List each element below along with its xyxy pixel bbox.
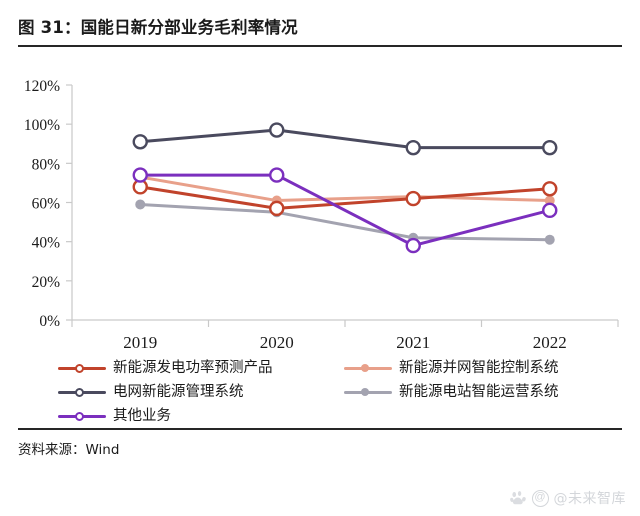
legend-swatch-icon [58,385,106,399]
series-line [138,202,552,242]
series-markers-group [132,122,558,254]
series-line [138,128,552,150]
y-axis-tick-label: 20% [32,274,61,291]
legend-label: 新能源发电功率预测产品 [113,359,273,376]
figure-footer: 资料来源：Wind [18,428,622,458]
legend-item[interactable]: 新能源发电功率预测产品 [58,356,344,380]
chart-plot-area: 0% 20% 40% 60% 80% 100% 120% 2019 2020 2021 2022 [0,58,640,358]
legend-swatch-icon [344,385,392,399]
legend-swatch-icon [58,361,106,375]
legend-item[interactable]: 新能源并网智能控制系统 [344,356,630,380]
legend-label: 新能源并网智能控制系统 [399,359,559,376]
y-axis-tick-label: 120% [24,78,60,95]
y-axis-tick-label: 60% [32,196,61,213]
series-line [138,175,552,203]
data-point-marker [542,181,558,197]
x-axis-tick-label: 2019 [123,333,157,352]
at-symbol-icon: @ [531,489,549,507]
legend-swatch-icon [344,361,392,375]
data-point-marker [405,190,421,207]
x-axis-tick-label: 2022 [533,333,567,352]
figure-title-block: 图 31：国能日新分部业务毛利率情况 [18,14,622,47]
data-point-marker [405,237,421,254]
watermark: @ @未来智库 [509,488,627,508]
x-axis-ticks [71,320,619,327]
x-axis-tick-label: 2020 [260,333,294,352]
legend-item[interactable]: 新能源电站智能运营系统 [344,380,630,404]
data-point-marker [132,134,148,150]
data-point-marker [544,195,555,206]
data-point-marker [542,139,558,156]
series-line [138,173,552,248]
y-axis-ticks [66,84,72,321]
footer-divider [18,428,622,430]
line-chart: 0% 20% 40% 60% 80% 100% 120% 2019 2020 2021 2022 [24,78,619,352]
data-point-marker [269,167,285,183]
baidu-logo-icon [509,490,526,504]
y-axis-tick-label: 0% [39,313,60,330]
data-point-marker [132,167,148,183]
source-label: 资料来源：Wind [18,441,120,458]
y-axis-tick-labels: 0% 20% 40% 60% 80% 100% 120% [24,78,60,330]
legend-label: 电网新能源管理系统 [113,383,244,400]
legend-item[interactable]: 其他业务 [58,404,344,428]
y-axis-tick-label: 80% [32,156,61,173]
x-axis-tick-labels: 2019 2020 2021 2022 [123,333,567,352]
legend-swatch-icon [58,409,106,423]
data-point-marker [269,122,285,138]
data-point-marker [405,139,421,156]
legend-label: 新能源电站智能运营系统 [399,383,559,400]
legend-label: 其他业务 [113,407,171,424]
series-lines-group [138,128,552,248]
chart-legend: 新能源发电功率预测产品 新能源并网智能控制系统电网新能源管理系统 新能源电站智能运营… [58,356,628,428]
series-line [138,185,552,210]
data-point-marker [269,200,285,217]
x-axis-tick-label: 2021 [396,333,430,352]
data-point-marker [542,202,558,219]
data-point-marker [544,234,555,245]
watermark-label: @未来智库 [553,491,626,507]
y-axis-tick-label: 40% [32,235,61,252]
legend-item[interactable]: 电网新能源管理系统 [58,380,344,404]
page-title: 图 31：国能日新分部业务毛利率情况 [18,18,298,37]
data-point-marker [135,199,146,210]
y-axis-tick-label: 100% [24,117,60,134]
title-divider [18,45,622,47]
